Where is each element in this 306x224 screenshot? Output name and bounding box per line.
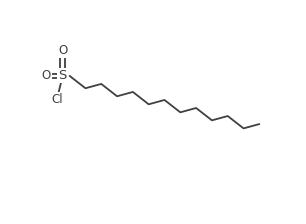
Text: O: O [42, 69, 51, 82]
Text: O: O [58, 44, 67, 57]
Text: S: S [58, 69, 67, 82]
Text: Cl: Cl [51, 93, 63, 106]
